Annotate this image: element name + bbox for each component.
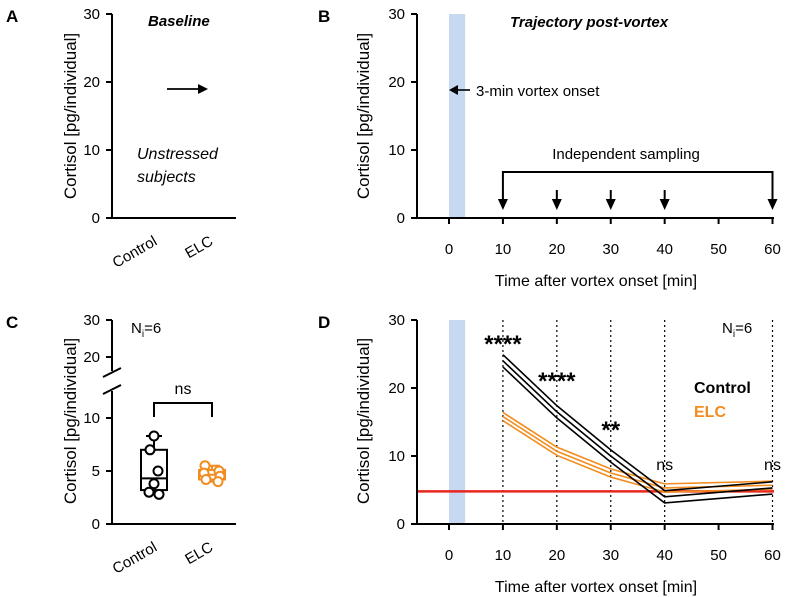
panel-letter-d: D: [318, 313, 330, 332]
panel-d: D Cortisol [pg/individual] 0 10 20 30 0 10 20…: [318, 312, 781, 596]
panel-c-ytick-label: 0: [92, 516, 100, 533]
panel-d-xtick-label: 10: [495, 547, 512, 564]
panel-d-xtick-label: 40: [656, 547, 673, 564]
panel-b-xtick-label: 10: [495, 241, 512, 258]
panel-c-significance-bracket: [153, 402, 213, 417]
panel-b-vortex-band: [449, 14, 466, 218]
panel-c-significance-label: ns: [175, 381, 192, 398]
panel-d-xtick-label: 20: [548, 547, 565, 564]
panel-b-xtick-label: 60: [764, 241, 781, 258]
elc-data-point: [212, 476, 224, 488]
panel-b-xtick-label: 30: [602, 241, 619, 258]
panel-b-xlabel: Time after vortex onset [min]: [495, 273, 697, 290]
panel-b-vortex-label: 3-min vortex onset: [476, 83, 600, 100]
panel-b-xtick-label: 40: [656, 241, 673, 258]
panel-letter-c: C: [6, 313, 18, 332]
control-mean-line: [502, 360, 773, 498]
panel-b-xtick-label: 50: [710, 241, 727, 258]
panel-d-ytick-label: 0: [397, 516, 405, 533]
panel-b-ytick-label: 10: [388, 142, 405, 159]
panel-a-ytick-label: 0: [92, 210, 100, 227]
panel-a-ytick-label: 20: [83, 74, 100, 91]
down-arrow-icon: [659, 199, 670, 210]
elc-band-upper: [502, 411, 773, 485]
panel-d-xtick-label: 60: [764, 547, 781, 564]
legend-control: Control: [694, 380, 751, 397]
panel-b-ytick-label: 20: [388, 74, 405, 91]
elc-band-lower: [502, 419, 773, 493]
panel-d-significance-label: **: [601, 417, 620, 444]
panel-b-sampling-label: Independent sampling: [552, 146, 700, 163]
panel-a-ytick-label: 10: [83, 142, 100, 159]
panel-d-significance-label: ns: [656, 457, 673, 474]
panel-a-annotation-line2: subjects: [137, 169, 196, 186]
panel-d-ytick-label: 10: [388, 448, 405, 465]
panel-d-ytick-label: 20: [388, 380, 405, 397]
down-arrow-icon: [767, 199, 778, 210]
panel-b-ytick-label: 0: [397, 210, 405, 227]
panel-a-xtick-control: Control: [110, 233, 160, 272]
control-band-lower: [502, 366, 773, 504]
panel-d-xlabel: Time after vortex onset [min]: [495, 579, 697, 596]
panel-c-axis-break-lower: [102, 384, 122, 395]
panel-a-ytick-label: 30: [83, 6, 100, 23]
panel-c: C Cortisol [pg/individual] 0 5 10 20 30 Cont…: [6, 312, 236, 578]
control-data-point: [143, 486, 155, 498]
panel-d-ytick-label: 30: [388, 312, 405, 329]
panel-a-ylabel: Cortisol [pg/individual]: [61, 33, 80, 199]
panel-c-axis-break-upper: [102, 367, 122, 378]
panel-a: A Cortisol [pg/individual] 0 10 20 30 Contr…: [6, 6, 236, 272]
panel-c-n-label: Ni=6: [131, 320, 161, 340]
panel-a-xtick-elc: ELC: [182, 233, 216, 262]
panel-a-annotation-line1: Unstressed: [137, 146, 219, 163]
panel-b-ytick-label: 30: [388, 6, 405, 23]
panel-c-xtick-control: Control: [110, 539, 160, 578]
panel-d-xtick-label: 50: [710, 547, 727, 564]
panel-c-ytick-label: 20: [83, 349, 100, 366]
legend-elc: ELC: [694, 404, 726, 421]
panel-d-xtick-label: 0: [445, 547, 453, 564]
panel-a-title: Baseline: [148, 13, 210, 30]
panel-c-ytick-label: 5: [92, 463, 100, 480]
panel-b-xtick-label: 20: [548, 241, 565, 258]
panel-b-title: Trajectory post-vortex: [510, 14, 669, 31]
panel-d-significance-label: ****: [538, 368, 576, 395]
panel-b-sampling-bracket: [501, 171, 774, 190]
panel-b: B Cortisol [pg/individual] 0 10 20 30 0 10 20…: [318, 6, 781, 290]
panel-d-significance-label: ns: [764, 457, 781, 474]
control-data-point: [148, 478, 160, 490]
down-arrow-icon: [497, 199, 508, 210]
panel-c-ylabel: Cortisol [pg/individual]: [61, 338, 80, 504]
panel-letter-a: A: [6, 7, 18, 26]
panel-b-xtick-label: 0: [445, 241, 453, 258]
panel-d-xtick-label: 30: [602, 547, 619, 564]
panel-c-ytick-label: 10: [83, 410, 100, 427]
left-arrow-icon: [449, 85, 458, 95]
panel-d-n-label: Ni=6: [722, 320, 752, 340]
panel-letter-b: B: [318, 7, 330, 26]
panel-d-ylabel: Cortisol [pg/individual]: [354, 338, 373, 504]
panel-d-vortex-band: [449, 320, 466, 524]
right-arrow-icon: [198, 84, 208, 94]
down-arrow-icon: [551, 199, 562, 210]
control-data-point: [144, 444, 156, 456]
elc-data-point: [200, 473, 212, 485]
control-band-upper: [502, 354, 773, 492]
panel-c-ytick-label: 30: [83, 312, 100, 329]
panel-c-xtick-elc: ELC: [182, 539, 216, 568]
down-arrow-icon: [605, 199, 616, 210]
control-data-point: [148, 430, 160, 442]
control-data-point: [153, 488, 165, 500]
panel-d-significance-label: ****: [484, 331, 522, 358]
panel-b-ylabel: Cortisol [pg/individual]: [354, 33, 373, 199]
control-data-point: [152, 465, 164, 477]
